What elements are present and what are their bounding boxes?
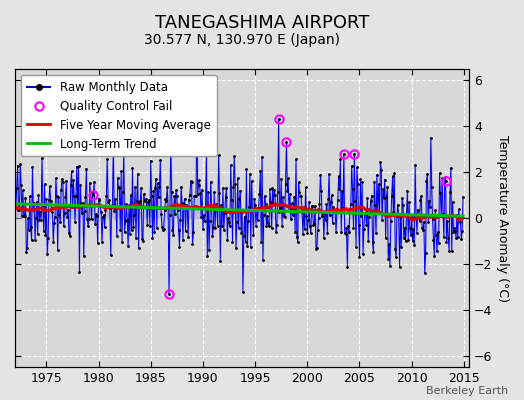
Legend: Raw Monthly Data, Quality Control Fail, Five Year Moving Average, Long-Term Tren: Raw Monthly Data, Quality Control Fail, … [21,75,216,156]
Y-axis label: Temperature Anomaly (°C): Temperature Anomaly (°C) [496,134,509,302]
Text: TANEGASHIMA AIRPORT: TANEGASHIMA AIRPORT [155,14,369,32]
Text: Berkeley Earth: Berkeley Earth [426,386,508,396]
Title: 30.577 N, 130.970 E (Japan): 30.577 N, 130.970 E (Japan) [144,33,340,47]
